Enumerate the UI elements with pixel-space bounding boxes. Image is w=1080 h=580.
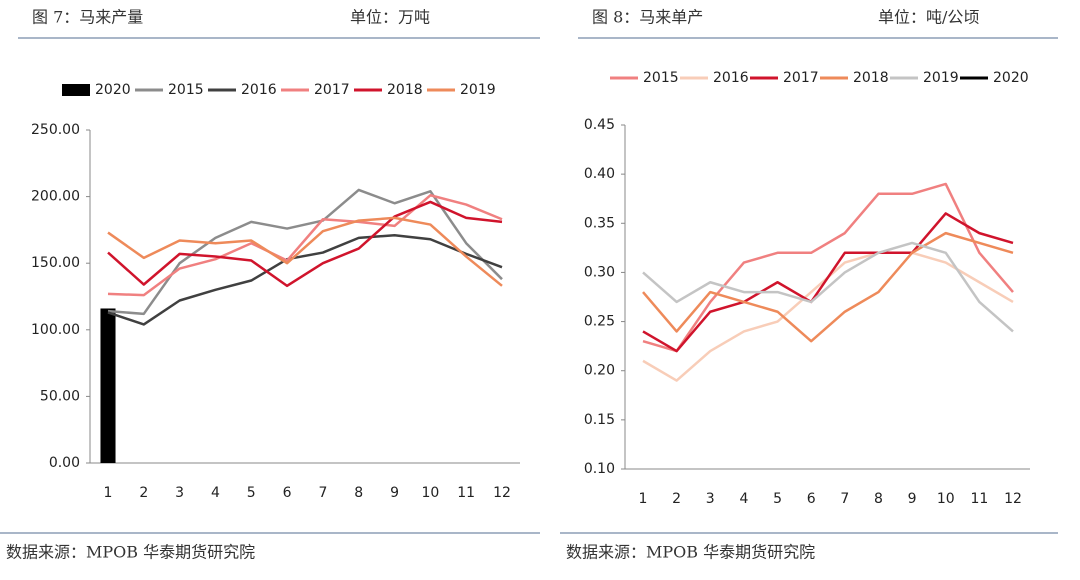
y-tick-label: 250.00 (31, 122, 80, 138)
series-line (642, 241, 1014, 333)
y-tick-label: 0.30 (584, 264, 615, 280)
x-tick-label: 7 (840, 491, 849, 507)
series-line (642, 182, 1014, 353)
x-tick-label: 2 (672, 491, 681, 507)
x-tick-label: 10 (421, 485, 439, 501)
y-tick-label: 0.15 (584, 412, 615, 428)
x-tick-label: 12 (1004, 491, 1022, 507)
x-tick-label: 9 (390, 485, 399, 501)
x-tick-label: 5 (773, 491, 782, 507)
y-tick-label: 0.25 (584, 314, 615, 330)
legend-label: 2017 (314, 82, 350, 98)
x-tick-label: 1 (639, 491, 648, 507)
y-tick-label: 100.00 (31, 322, 80, 338)
x-tick-label: 4 (739, 491, 748, 507)
legend-swatch (62, 84, 90, 96)
x-tick-label: 7 (318, 485, 327, 501)
legend-label: 2015 (643, 70, 679, 86)
legend-label: 2020 (993, 70, 1029, 86)
legend-label: 2019 (923, 70, 959, 86)
legend-label: 2019 (460, 82, 496, 98)
series-line (107, 233, 503, 326)
unit-label: 单位：吨/公顷 (878, 8, 979, 27)
x-tick-label: 4 (211, 485, 220, 501)
legend-label: 2016 (241, 82, 277, 98)
y-tick-label: 0.40 (584, 166, 615, 182)
y-tick-label: 150.00 (31, 255, 80, 271)
series-line (107, 194, 503, 297)
series-line (642, 212, 1014, 353)
legend-label: 2020 (95, 82, 131, 98)
legend-label: 2016 (713, 70, 749, 86)
x-tick-label: 2 (139, 485, 148, 501)
x-tick-label: 5 (247, 485, 256, 501)
x-tick-label: 10 (937, 491, 955, 507)
legend-label: 2018 (387, 82, 423, 98)
y-tick-label: 50.00 (40, 388, 80, 404)
y-tick-label: 200.00 (31, 189, 80, 205)
figure-title: 图 8：马来单产 (592, 8, 703, 27)
source-note: 数据来源：MPOB 华泰期货研究院 (566, 543, 815, 562)
legend-label: 2015 (168, 82, 204, 98)
y-tick-label: 0.00 (49, 455, 80, 471)
series-line (107, 200, 503, 288)
unit-label: 单位：万吨 (350, 8, 430, 27)
y-tick-label: 0.45 (584, 117, 615, 133)
x-tick-label: 6 (807, 491, 816, 507)
figure-title: 图 7：马来产量 (32, 8, 143, 27)
x-tick-label: 11 (457, 485, 475, 501)
x-tick-label: 3 (706, 491, 715, 507)
y-tick-label: 0.35 (584, 215, 615, 231)
x-tick-label: 12 (493, 485, 511, 501)
x-tick-label: 8 (354, 485, 363, 501)
bar (100, 308, 116, 463)
x-tick-label: 6 (283, 485, 292, 501)
source-note: 数据来源：MPOB 华泰期货研究院 (6, 543, 255, 562)
x-tick-label: 3 (175, 485, 184, 501)
y-tick-label: 0.10 (584, 461, 615, 477)
x-tick-label: 8 (874, 491, 883, 507)
legend-label: 2017 (783, 70, 819, 86)
series-line (642, 231, 1014, 343)
x-tick-label: 9 (908, 491, 917, 507)
x-tick-label: 1 (104, 485, 113, 501)
series-line (107, 216, 503, 287)
y-tick-label: 0.20 (584, 363, 615, 379)
legend-label: 2018 (853, 70, 889, 86)
x-tick-label: 11 (970, 491, 988, 507)
